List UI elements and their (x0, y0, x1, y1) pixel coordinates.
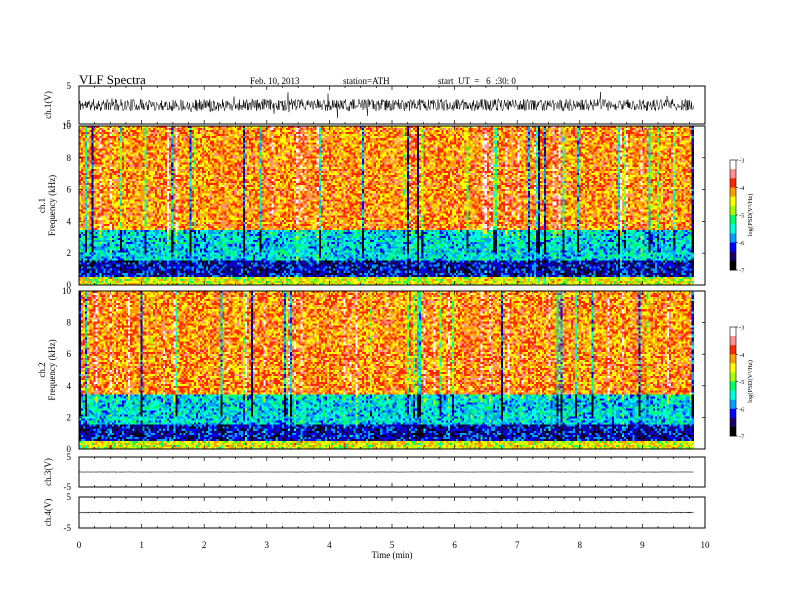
ch1-waveform-trace (79, 92, 694, 118)
date-label: Feb. 10, 2013 (250, 76, 300, 86)
ch1-spectrogram-cells (79, 126, 694, 285)
figure-title: VLF Spectra (79, 72, 146, 87)
vlf-spectra-figure: VLF Spectra Feb. 10, 2013 station=ATH st… (0, 0, 792, 612)
station-label: station=ATH (343, 76, 390, 86)
start-ut-label: start UT = 6 :30: 0 (438, 76, 516, 86)
y-axis-label: ch.1(V) (43, 91, 53, 119)
y-tick-label: 5 (67, 81, 72, 91)
ch1-waveform-panel: 5-5ch.1(V) (43, 81, 705, 129)
